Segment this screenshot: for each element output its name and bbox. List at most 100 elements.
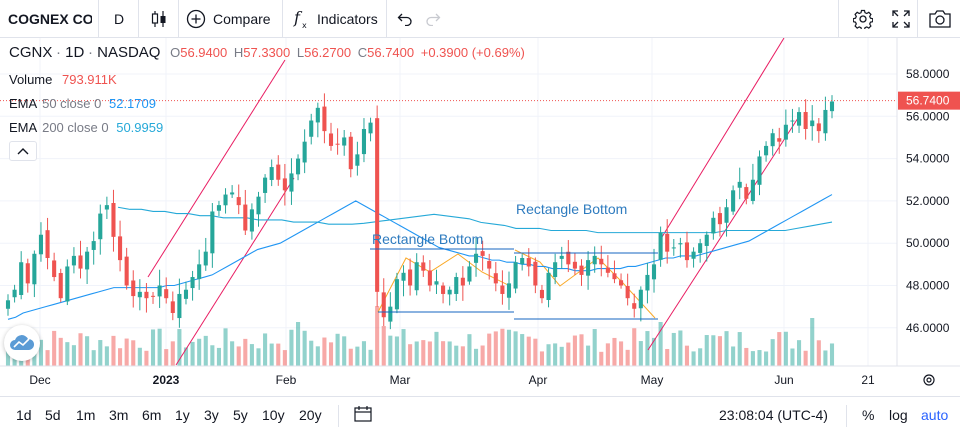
log-scale-button[interactable]: log (889, 407, 908, 423)
volume-bar (263, 333, 268, 366)
volume-bar (625, 349, 630, 366)
candle-body (816, 123, 821, 132)
volume-bar (546, 344, 551, 366)
camera-icon (929, 10, 951, 28)
candle-body (302, 141, 307, 163)
volume-bar (124, 338, 129, 366)
clock-timezone[interactable]: 23:08:04 (UTC-4) (719, 407, 828, 423)
compare-button[interactable]: Compare (186, 0, 271, 38)
snapshot-button[interactable] (928, 0, 952, 38)
volume-legend-row: Volume 793.911K (9, 72, 117, 87)
range-20y[interactable]: 20y (299, 407, 322, 423)
volume-bar (408, 344, 413, 366)
volume-bar (441, 341, 446, 366)
range-5y[interactable]: 5y (233, 407, 248, 423)
y-tick-label: 48.0000 (906, 279, 950, 293)
volume-bar (144, 350, 149, 366)
candle-body (118, 236, 123, 261)
collapse-legend-button[interactable] (9, 141, 37, 161)
volume-bar (322, 337, 327, 366)
candle-body (104, 205, 109, 210)
volume-bar (388, 335, 393, 366)
divider (338, 405, 339, 427)
volume-bar (243, 338, 248, 366)
volume-bar (579, 334, 584, 366)
candle-body (724, 207, 729, 223)
range-1d[interactable]: 1d (16, 407, 32, 423)
ema200-legend-row: EMA 200 close 0 50.9959 (9, 120, 163, 135)
volume-bar (684, 345, 690, 366)
candle-body (230, 192, 235, 195)
volume-bar (434, 331, 439, 366)
candle-body (757, 156, 762, 185)
volume-bar (150, 329, 156, 366)
divider (838, 0, 839, 38)
symbol-search[interactable]: COGNEX CO (8, 11, 92, 27)
volume-bar (704, 335, 709, 366)
redo-button[interactable] (424, 0, 442, 38)
tradingview-logo[interactable] (4, 325, 40, 361)
indicators-label: Indicators (317, 11, 378, 27)
range-6m[interactable]: 6m (142, 407, 162, 423)
candle-body (500, 285, 505, 294)
volume-bar (526, 336, 531, 366)
candle-body (704, 234, 709, 246)
chart-type-button[interactable] (150, 0, 168, 38)
date-range-button[interactable] (354, 406, 372, 425)
candle-body (124, 256, 129, 286)
volume-bar (480, 345, 485, 366)
volume-bar (328, 342, 334, 366)
range-5d[interactable]: 5d (45, 407, 61, 423)
candle-body (612, 273, 617, 280)
percent-scale-button[interactable]: % (862, 407, 875, 423)
range-1y[interactable]: 1y (175, 407, 190, 423)
auto-scale-button[interactable]: auto (921, 407, 949, 423)
open-label: O (170, 45, 181, 60)
range-3m[interactable]: 3m (109, 407, 129, 423)
volume-bar (829, 343, 835, 366)
candle-body (19, 262, 24, 296)
volume-bar (315, 346, 320, 366)
candle-body (150, 295, 156, 297)
candle-body (269, 167, 274, 180)
candle-body (65, 266, 70, 302)
candle-body (599, 258, 604, 265)
candle-body (408, 269, 413, 286)
volume-bar (533, 338, 538, 366)
candle-body (177, 293, 182, 319)
range-10y[interactable]: 10y (262, 407, 285, 423)
volume-bar (454, 345, 459, 366)
volume-bar (586, 345, 591, 366)
candle-body (684, 242, 690, 261)
range-3y[interactable]: 3y (204, 407, 219, 423)
candle-body (717, 213, 722, 225)
volume-label: Volume (9, 72, 53, 87)
divider (386, 0, 387, 38)
candle-body (375, 118, 380, 292)
candle-body (282, 178, 287, 191)
volume-bar (276, 343, 281, 366)
candle-body (137, 291, 142, 298)
volume-bar (282, 350, 287, 366)
interval-button[interactable]: D (114, 11, 125, 27)
volume-bar (520, 334, 525, 366)
indicators-button[interactable]: f x Indicators (293, 0, 378, 38)
candle-body (276, 164, 281, 180)
svg-text:f: f (293, 8, 303, 27)
candle-body (829, 101, 835, 112)
volume-bar (170, 341, 175, 366)
price-chart[interactable]: Rectangle Bottom Rectangle Bottom 58.0000… (0, 38, 960, 396)
volume-bar (770, 339, 775, 366)
gear-icon (853, 9, 873, 29)
volume-bar (750, 351, 755, 366)
settings-button[interactable] (852, 0, 874, 38)
candlesticks (5, 93, 835, 330)
undo-button[interactable] (396, 0, 414, 38)
volume-bar (309, 340, 314, 366)
volume-bar (38, 339, 44, 366)
fullscreen-button[interactable] (890, 0, 912, 38)
range-1m[interactable]: 1m (76, 407, 96, 423)
volume-bar (368, 349, 373, 366)
y-tick-label: 58.0000 (906, 67, 950, 81)
x-tick-label: 21 (861, 373, 875, 387)
